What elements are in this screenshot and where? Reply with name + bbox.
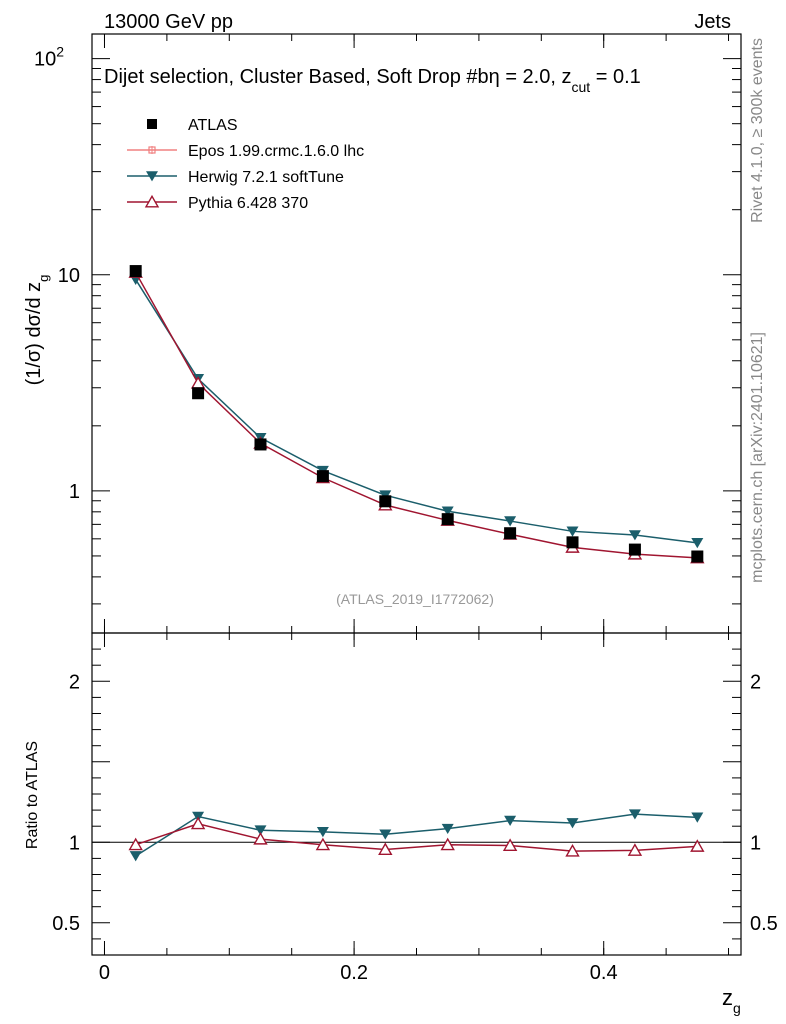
ratio-tick-label-right: 2 <box>750 671 761 693</box>
ratio-tick-label: 2 <box>69 671 80 693</box>
legend-pythia-marker <box>144 194 160 208</box>
legend-atlas-label: ATLAS <box>188 117 238 134</box>
x-tick-label: 0.2 <box>340 962 368 984</box>
pythia-ratio-point <box>190 816 206 830</box>
legend-herwig-marker <box>146 171 158 182</box>
pythia-ratio-point <box>690 839 705 852</box>
herwig-point <box>691 538 704 549</box>
ratio-tick-label-right: 1 <box>750 832 761 854</box>
ratio-tick-label: 1 <box>69 832 80 854</box>
herwig-ratio-point <box>691 812 704 823</box>
atlas-point <box>254 438 267 451</box>
chart-title-sub: cut <box>571 79 590 95</box>
ratio-y-label: Ratio to ATLAS <box>24 741 41 849</box>
pythia-ratio-point <box>253 831 268 845</box>
y-tick-label: 102 <box>34 44 64 71</box>
herwig-ratio-point <box>566 818 579 829</box>
pythia-ratio-point <box>378 842 393 856</box>
watermark: (ATLAS_2019_I1772062) <box>336 591 494 607</box>
herwig-point <box>441 506 454 517</box>
herwig-ratio-point <box>628 809 641 820</box>
pythia-ratio-point <box>440 837 455 851</box>
pythia-ratio-point <box>315 837 331 851</box>
atlas-point <box>316 470 329 483</box>
pythia-ratio-point <box>565 844 580 857</box>
legend-herwig-label: Herwig 7.2.1 softTune <box>188 169 344 186</box>
x-axis-label-sub: g <box>733 1000 741 1016</box>
atlas-point <box>628 543 641 556</box>
y-axis-label: (1/σ) dσ/d zg <box>23 275 51 386</box>
pythia-ratio-point <box>502 838 518 852</box>
pythia-ratio-point <box>627 843 643 856</box>
pythia-line <box>135 272 698 559</box>
chart-title-eta: η = 2.0, z <box>489 66 572 88</box>
ratio-tick-label: 0.5 <box>52 913 80 935</box>
y-axis-label-text: (1/σ) dσ/d zg <box>23 275 51 386</box>
y-axis-label-main: (1/σ) dσ/d z <box>23 282 45 386</box>
herwig-point <box>504 516 517 527</box>
legend-pythia-label: Pythia 6.428 370 <box>188 195 308 212</box>
atlas-point <box>566 536 579 549</box>
x-axis-label-main: z <box>722 985 733 1010</box>
herwig-ratio-line <box>135 813 698 857</box>
herwig-line <box>135 279 698 544</box>
pythia-ratio-line <box>135 823 698 852</box>
ratio-frame <box>91 632 742 956</box>
legend-epos-marker <box>148 146 156 154</box>
herwig-ratio-point <box>379 829 392 840</box>
x-tick-label: 0.4 <box>590 962 618 984</box>
herwig-ratio-point <box>129 851 142 862</box>
pythia-ratio-point <box>128 837 143 851</box>
herwig-point <box>566 526 579 537</box>
atlas-point <box>441 513 454 526</box>
x-axis-label: zg <box>722 985 741 1016</box>
ratio-tick-label-right: 0.5 <box>750 913 778 935</box>
header-right: Jets <box>694 11 731 33</box>
chart-title-main: Dijet selection, Cluster Based, Soft Dro… <box>104 66 489 88</box>
herwig-ratio-point <box>316 827 329 838</box>
atlas-point <box>192 387 205 400</box>
y-axis-label-sub: g <box>36 275 51 282</box>
legend-atlas-marker <box>147 119 157 129</box>
y-tick-label: 1 <box>69 481 80 503</box>
atlas-point <box>504 527 517 540</box>
chart-title-tail: = 0.1 <box>590 66 641 88</box>
atlas-point <box>379 495 392 508</box>
chart-title: Dijet selection, Cluster Based, Soft Dro… <box>104 66 641 95</box>
side-label-bottom: mcplots.cern.ch [arXiv:2401.10621] <box>749 332 766 583</box>
legend-epos-label: Epos 1.99.crmc.1.6.0 lhc <box>188 143 364 160</box>
atlas-point <box>691 550 704 563</box>
herwig-ratio-point <box>504 815 517 826</box>
x-tick-label: 0 <box>99 962 110 984</box>
atlas-point <box>129 265 142 278</box>
herwig-ratio-point <box>441 823 454 835</box>
y-tick-label: 10 <box>58 265 80 287</box>
herwig-point <box>628 530 641 541</box>
herwig-ratio-point <box>254 825 267 836</box>
side-label-top: Rivet 4.1.0, ≥ 300k events <box>749 38 766 223</box>
header-left: 13000 GeV pp <box>104 11 233 33</box>
